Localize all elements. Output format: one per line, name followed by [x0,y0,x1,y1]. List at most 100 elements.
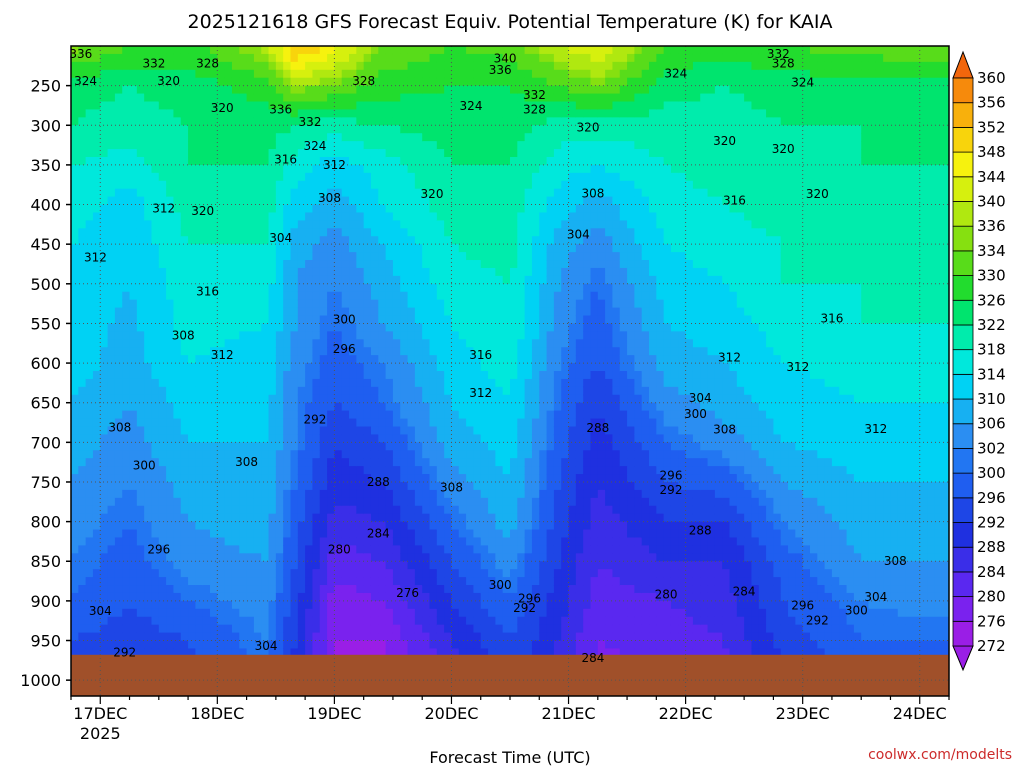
field-cell [246,450,255,459]
field-cell [129,212,138,221]
field-cell [202,458,211,467]
field-cell [158,561,167,570]
field-cell [341,299,350,309]
field-cell [136,196,145,206]
field-cell [166,474,175,483]
field-cell [92,133,101,142]
field-cell [231,236,240,245]
field-cell [107,323,116,332]
field-cell [356,569,365,578]
field-cell [334,315,343,325]
field-cell [378,164,387,174]
field-cell [107,220,116,229]
field-cell [502,117,511,126]
field-cell [253,577,262,586]
field-cell [144,474,153,483]
field-cell [510,521,518,531]
field-cell [268,513,277,523]
field-cell [414,315,423,325]
field-cell [231,61,240,71]
field-cell [217,624,226,634]
field-cell [158,640,167,650]
field-cell [451,600,460,610]
field-cell [473,481,482,491]
field-cell [239,180,248,190]
field-cell [283,632,292,642]
field-cell [510,545,518,554]
field-cell [400,458,409,467]
field-cell [495,172,504,182]
field-cell [188,529,196,539]
field-cell [473,545,482,554]
field-cell [327,632,335,642]
field-cell [327,228,335,237]
field-cell [144,426,153,436]
field-cell [370,577,379,586]
field-cell [180,275,189,285]
field-cell [180,434,189,443]
field-cell [231,426,240,436]
field-cell [180,450,189,459]
field-cell [122,133,131,142]
field-cell [319,299,328,309]
field-cell [151,474,160,483]
field-cell [231,212,240,221]
field-cell [92,378,101,388]
field-cell [349,93,357,103]
field-cell [188,204,196,214]
field-cell [114,188,123,198]
field-cell [370,402,379,412]
field-cell [312,220,321,229]
field-cell [510,339,518,348]
field-cell [224,220,233,229]
field-cell [224,244,233,253]
field-cell [290,648,299,657]
field-cell [275,46,284,55]
field-cell [122,347,131,356]
field-cell [458,450,467,459]
field-cell [334,69,343,79]
field-cell [297,141,306,150]
field-cell [239,101,248,111]
field-cell [261,315,270,325]
field-cell [144,141,153,150]
field-cell [158,196,167,206]
field-cell [363,378,372,388]
field-cell [458,426,467,436]
field-cell [151,505,160,515]
field-cell [246,378,255,388]
field-cell [458,434,467,443]
field-cell [239,569,248,578]
field-cell [85,474,94,483]
field-cell [436,149,445,158]
field-cell [136,299,145,309]
field-cell [275,592,284,602]
field-cell [210,156,218,166]
field-cell [239,474,248,483]
field-cell [385,69,394,79]
field-cell [224,299,233,309]
field-cell [166,46,175,55]
field-cell [114,600,123,610]
field-cell [297,101,306,111]
field-cell [385,180,394,190]
field-cell [341,85,350,95]
field-cell [151,378,160,388]
field-cell [290,299,299,309]
field-cell [334,323,343,332]
field-cell [488,212,496,221]
field-cell [224,141,233,150]
field-cell [173,624,182,634]
field-cell [341,275,350,285]
field-cell [319,196,328,206]
field-cell [166,442,175,451]
field-cell [510,640,518,650]
field-cell [363,156,372,166]
field-cell [210,418,218,428]
field-cell [173,220,182,229]
field-cell [275,394,284,404]
field-cell [341,600,350,610]
field-cell [173,474,182,483]
field-cell [341,489,350,499]
field-cell [136,394,145,404]
